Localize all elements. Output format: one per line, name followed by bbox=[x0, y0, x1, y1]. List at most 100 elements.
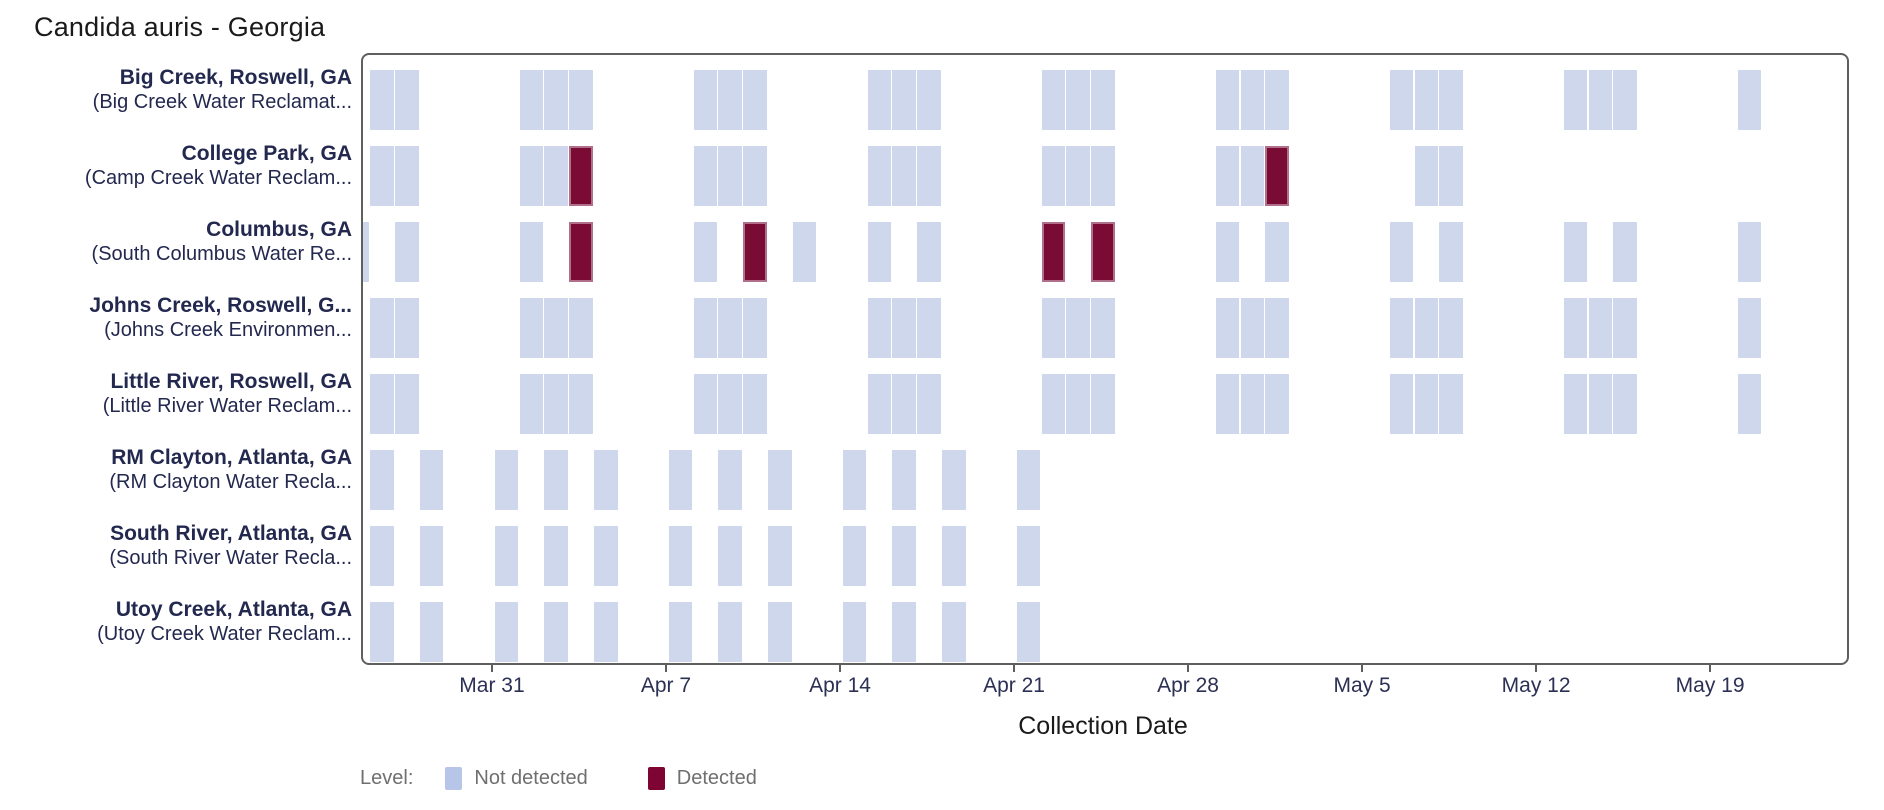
not-detected-tile[interactable] bbox=[668, 450, 693, 510]
not-detected-tile[interactable] bbox=[718, 450, 742, 510]
not-detected-tile[interactable] bbox=[569, 70, 593, 130]
not-detected-tile[interactable] bbox=[718, 70, 742, 130]
not-detected-tile[interactable] bbox=[917, 70, 941, 130]
not-detected-tile[interactable] bbox=[1613, 70, 1637, 130]
not-detected-tile[interactable] bbox=[1215, 70, 1239, 130]
not-detected-tile[interactable] bbox=[1389, 70, 1414, 130]
not-detected-tile[interactable] bbox=[1016, 526, 1041, 586]
not-detected-tile[interactable] bbox=[544, 70, 568, 130]
not-detected-tile[interactable] bbox=[1588, 70, 1612, 130]
not-detected-tile[interactable] bbox=[569, 374, 593, 434]
not-detected-tile[interactable] bbox=[1041, 146, 1065, 206]
not-detected-tile[interactable] bbox=[1215, 374, 1239, 434]
not-detected-tile[interactable] bbox=[1414, 146, 1438, 206]
not-detected-tile[interactable] bbox=[519, 70, 543, 130]
not-detected-tile[interactable] bbox=[544, 146, 568, 206]
not-detected-tile[interactable] bbox=[370, 146, 394, 206]
not-detected-tile[interactable] bbox=[867, 146, 891, 206]
not-detected-tile[interactable] bbox=[494, 450, 519, 510]
not-detected-tile[interactable] bbox=[743, 146, 767, 206]
not-detected-tile[interactable] bbox=[1265, 70, 1289, 130]
not-detected-tile[interactable] bbox=[395, 374, 419, 434]
not-detected-tile[interactable] bbox=[668, 526, 693, 586]
not-detected-tile[interactable] bbox=[1439, 146, 1463, 206]
not-detected-tile[interactable] bbox=[544, 526, 568, 586]
not-detected-tile[interactable] bbox=[718, 602, 742, 662]
not-detected-tile[interactable] bbox=[395, 146, 419, 206]
not-detected-tile[interactable] bbox=[1066, 70, 1090, 130]
not-detected-tile[interactable] bbox=[519, 374, 543, 434]
not-detected-tile[interactable] bbox=[1240, 298, 1264, 358]
not-detected-tile[interactable] bbox=[1389, 222, 1414, 282]
not-detected-tile[interactable] bbox=[395, 70, 419, 130]
not-detected-tile[interactable] bbox=[1389, 298, 1414, 358]
not-detected-tile[interactable] bbox=[892, 526, 916, 586]
not-detected-tile[interactable] bbox=[1215, 222, 1239, 282]
not-detected-tile[interactable] bbox=[1091, 146, 1115, 206]
not-detected-tile[interactable] bbox=[1240, 146, 1264, 206]
not-detected-tile[interactable] bbox=[420, 450, 444, 510]
not-detected-tile[interactable] bbox=[1041, 298, 1065, 358]
not-detected-tile[interactable] bbox=[1066, 298, 1090, 358]
not-detected-tile[interactable] bbox=[917, 146, 941, 206]
not-detected-tile[interactable] bbox=[1613, 222, 1637, 282]
not-detected-tile[interactable] bbox=[544, 298, 568, 358]
not-detected-tile[interactable] bbox=[693, 70, 717, 130]
not-detected-tile[interactable] bbox=[668, 602, 693, 662]
not-detected-tile[interactable] bbox=[842, 450, 867, 510]
not-detected-tile[interactable] bbox=[867, 222, 891, 282]
not-detected-tile[interactable] bbox=[917, 298, 941, 358]
not-detected-tile[interactable] bbox=[1613, 298, 1637, 358]
detected-tile[interactable] bbox=[1265, 146, 1289, 206]
not-detected-tile[interactable] bbox=[867, 70, 891, 130]
not-detected-tile[interactable] bbox=[363, 222, 369, 282]
not-detected-tile[interactable] bbox=[594, 450, 618, 510]
not-detected-tile[interactable] bbox=[370, 450, 394, 510]
not-detected-tile[interactable] bbox=[867, 374, 891, 434]
not-detected-tile[interactable] bbox=[892, 70, 916, 130]
not-detected-tile[interactable] bbox=[370, 298, 394, 358]
not-detected-tile[interactable] bbox=[793, 222, 817, 282]
not-detected-tile[interactable] bbox=[1588, 298, 1612, 358]
not-detected-tile[interactable] bbox=[1091, 298, 1115, 358]
not-detected-tile[interactable] bbox=[718, 374, 742, 434]
not-detected-tile[interactable] bbox=[1066, 146, 1090, 206]
not-detected-tile[interactable] bbox=[1414, 70, 1438, 130]
detected-tile[interactable] bbox=[569, 146, 593, 206]
not-detected-tile[interactable] bbox=[569, 298, 593, 358]
detected-tile[interactable] bbox=[569, 222, 593, 282]
not-detected-tile[interactable] bbox=[892, 374, 916, 434]
not-detected-tile[interactable] bbox=[1215, 298, 1239, 358]
not-detected-tile[interactable] bbox=[1439, 298, 1463, 358]
not-detected-tile[interactable] bbox=[768, 526, 792, 586]
not-detected-tile[interactable] bbox=[718, 298, 742, 358]
not-detected-tile[interactable] bbox=[1439, 374, 1463, 434]
not-detected-tile[interactable] bbox=[693, 374, 717, 434]
not-detected-tile[interactable] bbox=[1041, 374, 1065, 434]
not-detected-tile[interactable] bbox=[1016, 450, 1041, 510]
not-detected-tile[interactable] bbox=[1737, 70, 1762, 130]
not-detected-tile[interactable] bbox=[1439, 222, 1463, 282]
not-detected-tile[interactable] bbox=[420, 602, 444, 662]
detected-tile[interactable] bbox=[743, 222, 767, 282]
not-detected-tile[interactable] bbox=[1240, 374, 1264, 434]
not-detected-tile[interactable] bbox=[1091, 374, 1115, 434]
not-detected-tile[interactable] bbox=[892, 146, 916, 206]
not-detected-tile[interactable] bbox=[1215, 146, 1239, 206]
not-detected-tile[interactable] bbox=[1091, 70, 1115, 130]
not-detected-tile[interactable] bbox=[942, 450, 966, 510]
not-detected-tile[interactable] bbox=[1066, 374, 1090, 434]
not-detected-tile[interactable] bbox=[1414, 298, 1438, 358]
not-detected-tile[interactable] bbox=[743, 70, 767, 130]
not-detected-tile[interactable] bbox=[1563, 70, 1588, 130]
not-detected-tile[interactable] bbox=[1613, 374, 1637, 434]
not-detected-tile[interactable] bbox=[718, 526, 742, 586]
not-detected-tile[interactable] bbox=[1563, 222, 1588, 282]
not-detected-tile[interactable] bbox=[544, 374, 568, 434]
not-detected-tile[interactable] bbox=[594, 602, 618, 662]
not-detected-tile[interactable] bbox=[1588, 374, 1612, 434]
not-detected-tile[interactable] bbox=[1563, 298, 1588, 358]
not-detected-tile[interactable] bbox=[395, 222, 419, 282]
not-detected-tile[interactable] bbox=[768, 450, 792, 510]
not-detected-tile[interactable] bbox=[1265, 374, 1289, 434]
